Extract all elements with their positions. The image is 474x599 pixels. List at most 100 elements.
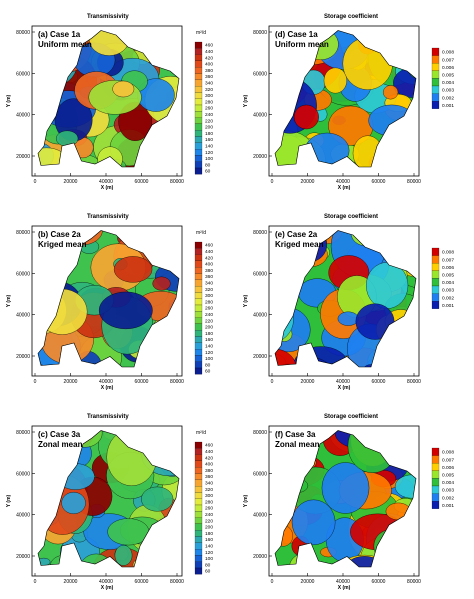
panel-title: Storage coefficient (324, 414, 379, 420)
contour-patch (144, 543, 179, 567)
plot-frame (268, 225, 420, 377)
x-tick-label: 40000 (336, 379, 350, 385)
legend-swatch (431, 493, 440, 502)
legend-level: 400 (205, 462, 213, 468)
color-legend: m²/d 460440420400380360340320300280260240… (194, 230, 213, 375)
legend-swatch (431, 447, 440, 456)
legend-swatch (431, 463, 440, 471)
legend-swatch (431, 78, 440, 87)
contour-patch (162, 559, 176, 567)
contour-patch (38, 317, 46, 345)
contour-patch (45, 268, 60, 278)
contour-patch (392, 452, 414, 469)
legend-level: 140 (205, 144, 213, 150)
y-tick-label: 40000 (253, 513, 267, 519)
y-axis-label: Y (m) (243, 294, 249, 307)
case-sublabel: Zonal mean (275, 440, 320, 449)
legend-swatch (194, 460, 203, 468)
legend-swatch (194, 367, 203, 375)
legend-level: 240 (205, 112, 213, 118)
legend-swatch (194, 361, 203, 369)
y-tick-label: 60000 (253, 71, 267, 77)
legend-swatch (194, 536, 203, 543)
domain-boundary (274, 230, 417, 368)
legend-level: 340 (205, 481, 213, 487)
contour-patch (38, 147, 69, 167)
x-tick-label: 0 (34, 579, 37, 585)
contour-patch (132, 558, 148, 567)
x-tick-label: 60000 (372, 579, 386, 585)
y-tick-label: 40000 (16, 113, 30, 119)
contour-patch (114, 545, 133, 566)
contour-patch (291, 499, 336, 545)
case-label: (e) Case 2a (275, 230, 318, 239)
legend-level: 220 (205, 118, 213, 124)
legend-level: 300 (205, 93, 213, 99)
legend-swatch (194, 60, 203, 68)
x-tick-label: 20000 (64, 379, 78, 385)
y-tick-label: 60000 (253, 471, 267, 477)
contour-patch (113, 256, 153, 283)
x-tick-label: 40000 (99, 179, 113, 185)
y-tick-label: 60000 (253, 271, 267, 277)
legend-swatch (431, 501, 440, 509)
contour-patch (368, 430, 396, 441)
y-tick-label: 40000 (253, 313, 267, 319)
contour-patch (401, 563, 414, 567)
legend-level: 440 (205, 49, 213, 55)
contour-patch (134, 231, 148, 243)
contour-patch (395, 321, 416, 336)
legend-level: 160 (205, 337, 213, 343)
legend-level: 420 (205, 255, 213, 261)
legend-level: 380 (205, 468, 213, 474)
legend-swatch (194, 130, 203, 137)
legend-level: 60 (205, 169, 211, 175)
contour-patch (74, 351, 103, 367)
contour-patch (408, 61, 416, 79)
x-axis-label: X (m) (338, 585, 351, 591)
legend-swatch (194, 492, 203, 499)
legend-level: 180 (205, 131, 213, 137)
legend-level: 100 (205, 356, 213, 362)
legend-level: 0.007 (442, 57, 454, 63)
domain-boundary (274, 30, 417, 168)
x-tick-label: 60000 (135, 379, 149, 385)
contour-patch (50, 554, 80, 567)
legend-level: 0.007 (442, 257, 454, 263)
legend-swatch (431, 70, 440, 79)
contour-patch (393, 320, 416, 337)
legend-swatch (431, 93, 440, 102)
legend-swatch (431, 278, 440, 287)
legend-swatch (194, 248, 203, 255)
x-tick-label: 20000 (301, 379, 315, 385)
legend-level: 0.003 (442, 288, 454, 294)
panel-title: Transmissivity (87, 414, 129, 420)
legend-swatch (194, 279, 203, 287)
legend-level: 0.003 (442, 88, 454, 94)
legend-swatch (431, 485, 440, 494)
legend-swatch (194, 54, 203, 61)
contour-patch (98, 291, 153, 330)
panel-e: Storage coefficient (e) Case 2a Kriged mea… (237, 200, 474, 399)
legend-level: 220 (205, 318, 213, 324)
y-tick-label: 20000 (253, 354, 267, 360)
color-legend: m²/d 460440420400380360340320300280260240… (194, 30, 213, 175)
legend-level: 280 (205, 499, 213, 505)
x-tick-label: 80000 (170, 579, 184, 585)
x-tick-label: 60000 (372, 379, 386, 385)
legend-swatch (194, 117, 203, 124)
contour-patch (293, 104, 319, 130)
legend-swatch (194, 73, 203, 80)
y-tick-label: 20000 (16, 354, 30, 360)
x-axis-label: X (m) (338, 385, 351, 391)
legend-swatch (194, 123, 203, 131)
x-axis-label: X (m) (101, 385, 114, 391)
legend-swatch (194, 504, 203, 512)
x-tick-label: 20000 (64, 179, 78, 185)
legend-swatch (194, 285, 203, 293)
contour-patch (153, 346, 175, 367)
legend-swatch (194, 161, 203, 169)
x-tick-label: 40000 (99, 579, 113, 585)
contour-patch (383, 85, 399, 100)
